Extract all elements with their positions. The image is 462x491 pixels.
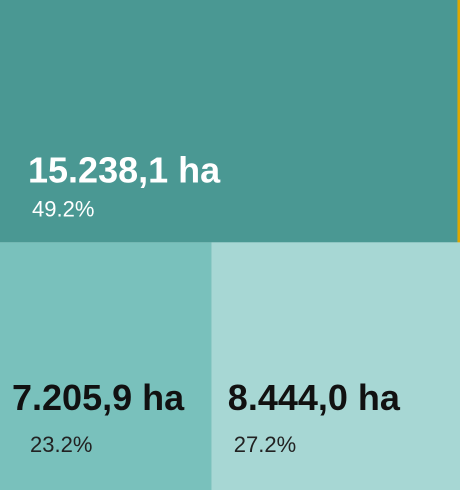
tile xyxy=(457,0,460,243)
percent-label: 23.2% xyxy=(30,432,92,457)
value-label: 15.238,1 ha xyxy=(28,149,221,190)
percent-label: 27.2% xyxy=(234,432,296,457)
tile xyxy=(211,242,460,490)
percent-label: 49.2% xyxy=(32,196,94,221)
tile xyxy=(0,0,458,243)
value-label: 7.205,9 ha xyxy=(12,377,185,418)
tile xyxy=(0,242,212,490)
value-label: 8.444,0 ha xyxy=(228,377,401,418)
